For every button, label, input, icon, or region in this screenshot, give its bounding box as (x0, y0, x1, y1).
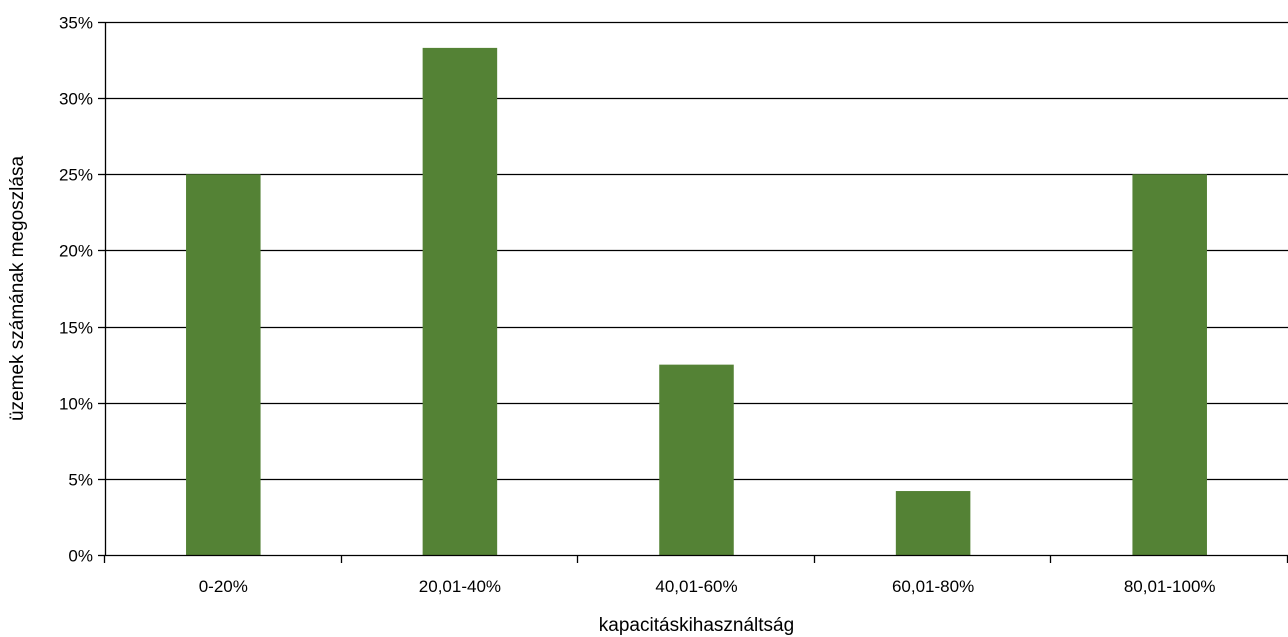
axes (98, 21, 1288, 563)
y-tick-label: 20% (59, 242, 93, 261)
y-tick-label: 5% (68, 471, 93, 490)
gridlines (105, 21, 1288, 481)
x-axis-title: kapacitáskihasználtság (599, 615, 794, 636)
x-tick-label: 20,01-40% (419, 577, 501, 596)
bar-1 (186, 174, 261, 556)
bar-3 (659, 364, 734, 555)
x-tick-label: 40,01-60% (655, 577, 737, 596)
bar-5 (1132, 174, 1207, 556)
bars (186, 47, 1207, 556)
y-tick-label: 15% (59, 319, 93, 338)
y-tick-label: 25% (59, 166, 93, 185)
x-tick-label: 0-20% (199, 577, 248, 596)
bar-2 (422, 47, 498, 555)
y-tick-label: 35% (59, 14, 93, 33)
tick-labels: 0% 5% 10% 15% 20% 25% 30% 35% 0-20% 20,01-40% 40,0… (59, 14, 1216, 597)
x-tick-label: 80,01-100% (1124, 577, 1216, 596)
x-tick-label: 60,01-80% (892, 577, 974, 596)
y-tick-label: 10% (59, 395, 93, 414)
y-axis-title: üzemek számának megoszlása (7, 156, 28, 421)
y-tick-label: 30% (59, 90, 93, 109)
bar-4 (895, 491, 971, 555)
y-tick-label: 0% (68, 547, 93, 566)
